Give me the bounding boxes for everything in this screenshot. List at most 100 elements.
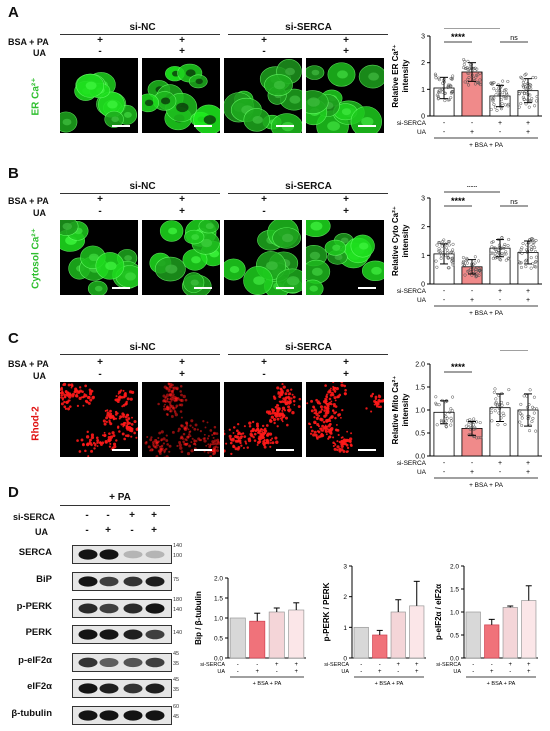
chart-a: Relative ER Ca²⁺ intensity 0 1 2 3 - - - + + - + + si-… — [391, 28, 542, 149]
data-point — [491, 256, 495, 260]
data-point — [506, 244, 510, 248]
data-point — [444, 424, 448, 428]
footer-label: + BSA + PA — [253, 681, 282, 687]
data-point — [445, 251, 449, 255]
data-point — [494, 397, 498, 401]
group-label-si-serca-c: si-SERCA — [285, 342, 332, 353]
scale-bar — [194, 125, 212, 127]
y-tick-label: 2 — [421, 224, 425, 231]
row-label-bsa-pa-b: BSA + PA — [8, 196, 49, 206]
data-point — [491, 98, 495, 102]
row-label-si-serca-d: si-SERCA — [13, 512, 56, 522]
data-point — [434, 259, 438, 263]
data-point — [531, 416, 535, 420]
data-point — [495, 404, 499, 408]
blot-band — [99, 549, 119, 560]
data-point — [534, 429, 538, 433]
data-point — [493, 409, 497, 413]
group-underline-si-nc-c — [60, 354, 220, 355]
data-point — [502, 252, 506, 256]
blot-band — [99, 629, 119, 640]
row-label-ua-a: UA — [33, 48, 46, 58]
blot-label: p-eIF2α — [18, 655, 52, 666]
x-row-label-1: si-SERCA — [436, 662, 461, 668]
micrograph-a-3 — [306, 58, 384, 133]
data-point — [505, 96, 509, 100]
data-point — [449, 407, 453, 411]
x-symbol-row2: + — [470, 469, 474, 476]
data-point — [492, 96, 496, 100]
data-point — [534, 238, 538, 243]
data-point — [492, 81, 496, 85]
y-tick-label: 0 — [343, 656, 347, 663]
data-point — [523, 86, 528, 90]
y-tick-label: 0.0 — [214, 656, 223, 663]
data-point — [473, 425, 477, 429]
data-point — [518, 261, 522, 265]
data-point — [518, 420, 522, 424]
data-point — [499, 400, 504, 404]
data-point — [519, 265, 524, 269]
data-point — [505, 92, 509, 97]
data-point — [534, 76, 538, 80]
data-point — [475, 436, 479, 440]
data-point — [436, 90, 440, 94]
data-point — [478, 71, 482, 75]
mw-marker: 180 — [173, 597, 183, 603]
mw-marker: 100 — [173, 553, 183, 559]
bar-1 — [484, 624, 500, 659]
blot-label: eIF2α — [27, 681, 52, 692]
data-point — [451, 242, 455, 246]
data-point — [437, 89, 441, 93]
data-point — [492, 246, 496, 250]
micrograph-a-1 — [142, 58, 220, 133]
x-symbol-row2: + — [294, 669, 298, 675]
data-point — [534, 249, 538, 254]
data-point — [490, 419, 494, 423]
x-symbol-row2: + — [470, 129, 474, 136]
data-point — [489, 107, 493, 112]
blot-band — [78, 683, 98, 694]
data-point — [500, 102, 504, 106]
data-point — [534, 99, 538, 103]
y-tick-label: 2.0 — [214, 576, 223, 583]
x-symbol-row2: - — [499, 469, 502, 476]
x-symbol-row1: - — [443, 288, 446, 295]
data-point — [478, 421, 482, 425]
x-row-label-1: si-SERCA — [397, 288, 427, 295]
data-point — [466, 59, 470, 63]
data-point — [529, 248, 533, 252]
blot-band — [78, 576, 98, 587]
group-underline-si-serca-c — [228, 354, 388, 355]
data-point — [522, 91, 526, 96]
mw-marker: 140 — [173, 607, 183, 613]
x-symbol-row1: + — [275, 662, 279, 668]
blot-band — [99, 710, 119, 721]
data-point — [507, 237, 511, 242]
group-label-si-serca-a: si-SERCA — [285, 22, 332, 33]
data-point — [473, 79, 477, 83]
data-point — [450, 77, 454, 81]
y-axis-label-line1: Relative Cyto Ca²⁺ — [391, 206, 400, 276]
data-point — [437, 78, 441, 82]
data-point — [525, 405, 529, 409]
data-point — [504, 250, 508, 254]
data-point — [525, 250, 529, 254]
x-symbol-row2: + — [526, 129, 530, 136]
blot-band — [123, 629, 143, 640]
x-symbol-row1: - — [237, 662, 239, 668]
data-point — [478, 83, 482, 87]
bar-2 — [268, 611, 285, 659]
x-symbol-row1: - — [443, 120, 446, 127]
data-point — [435, 243, 439, 247]
x-symbol-row1: + — [526, 120, 530, 127]
data-point — [501, 91, 505, 95]
bar-1 — [372, 634, 388, 659]
data-point — [439, 418, 443, 422]
data-point — [434, 395, 438, 399]
x-symbol-row1: - — [472, 662, 474, 668]
data-point — [533, 246, 537, 250]
scale-bar — [358, 449, 376, 451]
blot-band — [123, 576, 143, 587]
group-underline-si-serca-b — [228, 193, 388, 194]
